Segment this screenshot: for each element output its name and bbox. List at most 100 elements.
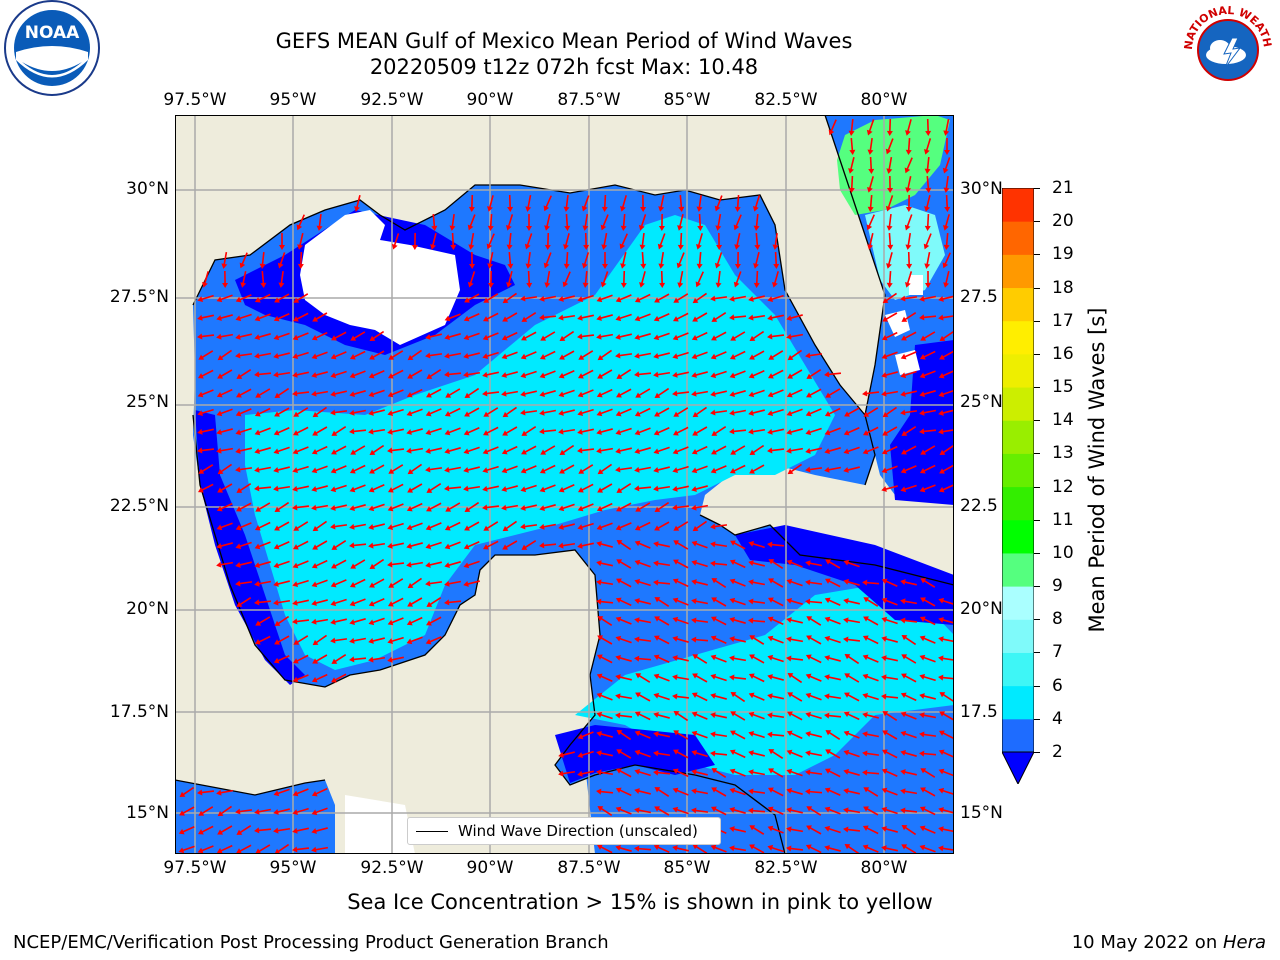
wind-arrow [216,314,233,321]
wind-arrow [767,616,784,625]
wind-arrow [273,599,291,606]
lat-label-left: 20°N [126,599,169,619]
wind-arrow [463,560,480,569]
wind-arrow [730,730,746,740]
wind-arrow [843,826,861,833]
wind-arrow [710,806,727,816]
wind-arrow [767,428,784,435]
wind-arrow [463,541,480,550]
wind-arrow [729,314,747,321]
wind-arrow [753,213,760,231]
wind-arrow [748,788,766,795]
wind-arrow [919,731,937,738]
wind-arrow [407,463,423,475]
wind-arrow [692,844,708,854]
wind-arrow [710,295,728,302]
wind-arrow [881,616,898,625]
wind-arrow [805,769,823,776]
wind-arrow [691,730,708,739]
wind-arrow [369,558,385,570]
branch-credit: NCEP/EMC/Verification Post Processing Pr… [13,932,609,953]
wind-arrow [463,352,480,359]
wind-arrow [692,520,708,532]
wind-arrow [710,635,727,644]
wind-arrow [312,406,328,418]
wind-arrow [596,522,613,531]
wind-arrow [634,371,652,378]
wind-arrow [882,312,898,322]
wind-arrow [539,464,556,474]
wind-arrow [654,387,670,399]
wind-arrow [597,483,613,493]
wind-arrow [349,598,366,607]
wind-arrow [881,331,898,341]
wind-arrow [558,503,575,512]
wind-arrow [900,295,918,302]
wind-arrow [330,465,347,474]
wind-arrow [824,597,841,606]
wind-arrow [714,195,723,212]
wind-arrow [217,349,233,361]
wind-arrow [179,786,195,798]
wind-arrow [369,578,385,588]
wind-arrow [520,351,537,360]
wind-arrow [901,331,917,341]
wind-arrow [558,314,576,321]
wind-arrow [729,617,746,624]
wind-arrow [507,194,514,212]
wind-arrow [254,293,271,303]
wind-arrow [387,522,404,531]
wind-arrow [311,827,328,834]
wind-arrow [767,844,784,853]
wind-arrow [786,807,803,814]
wind-arrow [806,635,822,645]
wind-arrow [938,484,955,493]
wind-arrow [368,656,386,663]
wind-arrow [577,447,595,454]
wind-arrow [805,579,823,586]
colorbar-tick [1034,552,1040,554]
wind-arrow [843,769,860,776]
wind-arrow [938,409,955,416]
wind-arrow [331,559,347,569]
wind-arrow [616,502,632,512]
wind-arrow [710,750,728,757]
wind-arrow [748,692,765,701]
wind-arrow [824,578,841,588]
lon-label-bottom: 90°W [466,858,514,878]
wind-arrow [311,351,328,360]
noaa-logo: NOAA [2,0,102,100]
wind-arrow [653,541,670,548]
coastline [699,514,955,586]
wind-arrow [558,370,575,379]
wind-arrow [849,137,856,155]
colorbar-tick-label: 4 [1052,708,1063,729]
colorbar-tick-label: 18 [1052,277,1074,298]
wind-arrow [806,388,822,398]
wind-arrow [217,369,233,379]
wind-arrow [596,769,614,776]
wind-arrow [615,294,632,303]
wind-arrow [787,349,803,361]
lon-label-bottom: 97.5°W [163,858,227,878]
wind-arrow [468,232,475,250]
wind-arrow [653,654,670,663]
wind-arrow [867,137,874,155]
colorbar-segment [1002,254,1034,289]
light-cyan-region [865,205,945,300]
wind-arrow [657,233,666,250]
wind-arrow [388,350,404,360]
colorbar-tick [1034,353,1040,355]
wind-arrow [616,578,632,588]
wind-arrow [387,369,404,379]
wind-arrow [729,295,747,302]
wind-arrow [862,769,880,776]
wind-arrow [867,233,874,250]
wind-arrow [900,750,917,757]
map-canvas [174,114,956,855]
wind-arrow [843,466,860,473]
wind-arrow [577,542,594,549]
wind-arrow [349,542,367,549]
wind-arrow [235,561,252,568]
wind-arrow [691,465,708,474]
